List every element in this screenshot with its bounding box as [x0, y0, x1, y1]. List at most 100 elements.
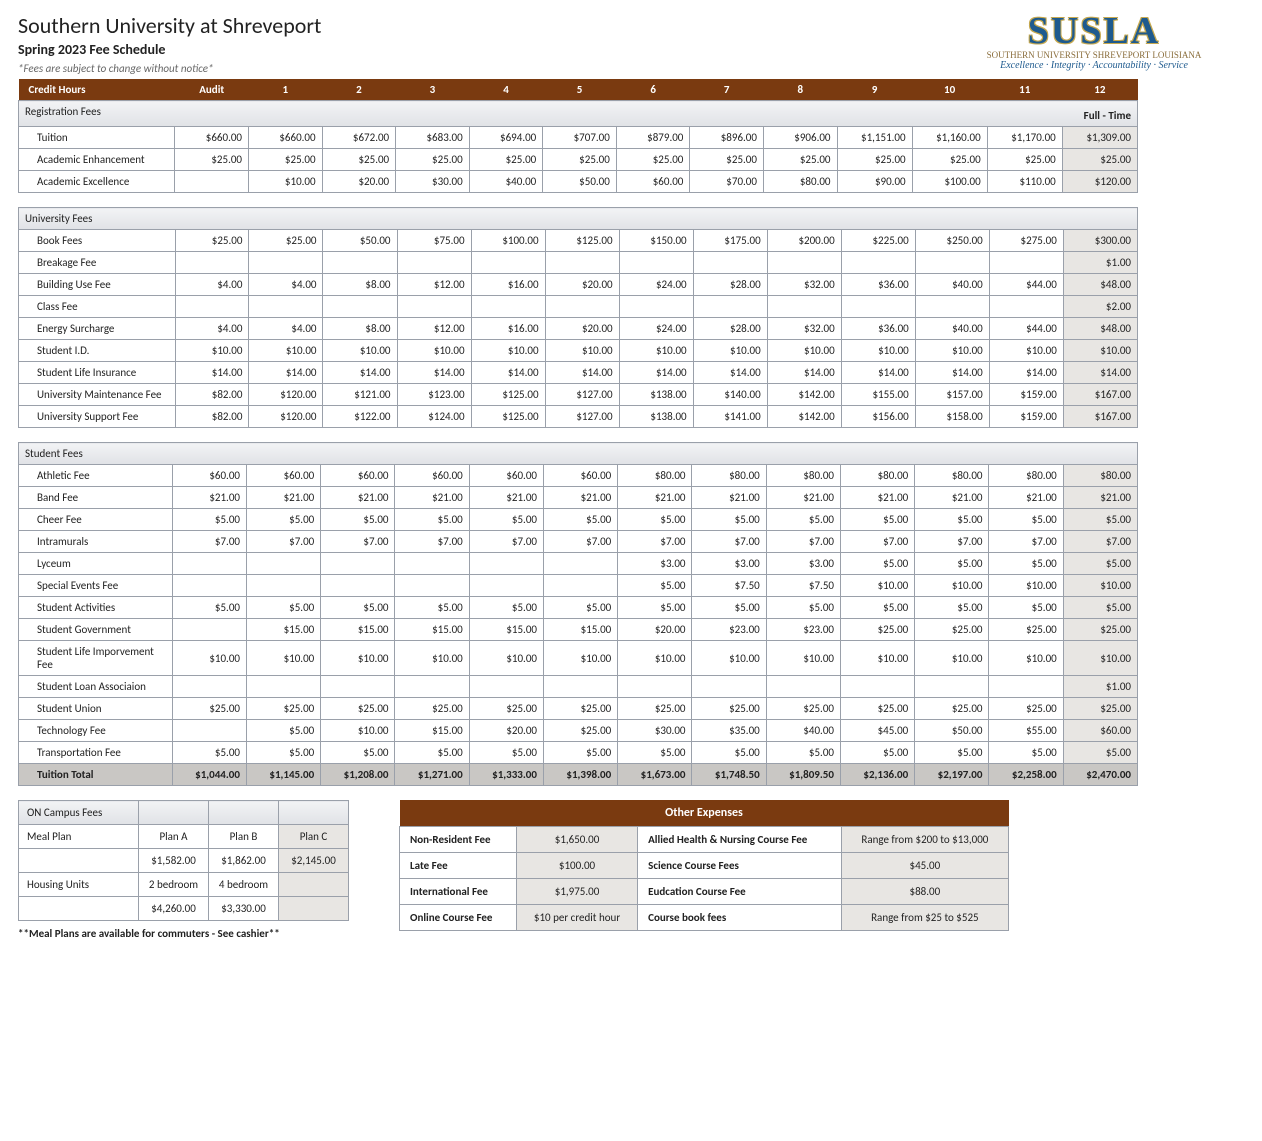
table-row: Special Events Fee$5.00$7.50$7.50$10.00$… [19, 575, 1138, 597]
row-label: Meal Plan [19, 825, 139, 849]
cell-value: $14.00 [767, 362, 841, 384]
cell-value: $40.00 [469, 171, 543, 193]
total-label: Tuition Total [19, 764, 173, 786]
cell-value: $25.00 [618, 698, 692, 720]
cell-value: $10.00 [618, 641, 692, 676]
cell-value [175, 171, 249, 193]
cell-value: $5.00 [915, 509, 989, 531]
cell-value: $35.00 [692, 720, 766, 742]
row-label: Energy Surcharge [19, 318, 176, 340]
cell-value: $7.00 [840, 531, 914, 553]
cell-value: $694.00 [469, 127, 543, 149]
table-row: Student Life Imporvement Fee$10.00$10.00… [19, 641, 1138, 676]
cell-value: $14.00 [471, 362, 545, 384]
cell-value: $21.00 [1063, 487, 1137, 509]
cell-value: $25.00 [989, 619, 1063, 641]
table-row: International Fee$1,975.00Eudcation Cour… [400, 879, 1009, 905]
expense-label: Non-Resident Fee [400, 827, 517, 853]
cell-value: $25.00 [543, 698, 617, 720]
cell-value: $7.50 [766, 575, 840, 597]
expense-value: $45.00 [841, 853, 1008, 879]
cell-value: $5.00 [766, 742, 840, 764]
cell-value [767, 296, 841, 318]
cell-value [619, 252, 693, 274]
row-label: Transportation Fee [19, 742, 173, 764]
expense-value: $10 per credit hour [516, 905, 637, 931]
cell-value: $5.00 [1063, 597, 1137, 619]
table-row: University Maintenance Fee$82.00$120.00$… [19, 384, 1138, 406]
cell-value: $14.00 [693, 362, 767, 384]
table-row: Meal PlanPlan APlan BPlan C [19, 825, 349, 849]
column-header: Audit [175, 79, 249, 101]
cell-value: $5.00 [766, 509, 840, 531]
cell-value [172, 676, 246, 698]
table-row: $4,260.00$3,330.00 [19, 897, 349, 921]
cell-value: $175.00 [693, 230, 767, 252]
cell-value: $5.00 [766, 597, 840, 619]
row-label [19, 897, 139, 921]
cell-value: $10.00 [841, 340, 915, 362]
cell-value [915, 676, 989, 698]
cell-value [469, 553, 543, 575]
row-label: Intramurals [19, 531, 173, 553]
expense-label: Course book fees [638, 905, 842, 931]
table-row: Technology Fee$5.00$10.00$15.00$20.00$25… [19, 720, 1138, 742]
section-header: University Fees [19, 208, 1138, 230]
cell-value: $125.00 [471, 406, 545, 428]
cell-value: $5.00 [1063, 509, 1137, 531]
cell-value: $45.00 [840, 720, 914, 742]
cell-value: $25.00 [912, 149, 987, 171]
cell-value: $896.00 [690, 127, 764, 149]
cell-value: $25.00 [322, 149, 396, 171]
cell-value: $21.00 [692, 487, 766, 509]
cell-value: $5.00 [246, 597, 320, 619]
cell-value: $5.00 [989, 553, 1063, 575]
cell-value: $16.00 [471, 318, 545, 340]
cell-value: $60.00 [543, 465, 617, 487]
cell-value: $5.00 [543, 742, 617, 764]
cell-value [543, 553, 617, 575]
cell-value: $5.00 [172, 597, 246, 619]
cell-value: $25.00 [690, 149, 764, 171]
cell-value [693, 252, 767, 274]
cell-value: $5.00 [840, 509, 914, 531]
cell-value: $82.00 [176, 406, 249, 428]
cell-value: $100.00 [471, 230, 545, 252]
cell-value: $158.00 [915, 406, 989, 428]
cell-value: $138.00 [619, 384, 693, 406]
column-header: 5 [543, 79, 617, 101]
title-block: Southern University at Shreveport Spring… [18, 12, 321, 79]
cell-value: $10.00 [246, 641, 320, 676]
cell-value: $55.00 [989, 720, 1063, 742]
cell-value: $138.00 [619, 406, 693, 428]
cell-value [543, 575, 617, 597]
cell-value: $3.00 [692, 553, 766, 575]
cell-value: $90.00 [837, 171, 912, 193]
cell-value: $5.00 [321, 597, 395, 619]
cell-value: $25.00 [246, 698, 320, 720]
cell-value: $25.00 [989, 698, 1063, 720]
cell-value [172, 720, 246, 742]
cell-value: $120.00 [249, 384, 323, 406]
cell-value: $30.00 [396, 171, 470, 193]
cell-value: $25.00 [837, 149, 912, 171]
total-value: $1,748.50 [692, 764, 766, 786]
cell-value: $5.00 [321, 509, 395, 531]
section-title: Registration FeesFull - Time [19, 101, 1138, 127]
cell-value: $1,151.00 [837, 127, 912, 149]
cell-value: $5.00 [989, 509, 1063, 531]
cell-value: $25.00 [543, 149, 617, 171]
cell-value: $12.00 [397, 318, 471, 340]
other-expenses-table: Other ExpensesNon-Resident Fee$1,650.00A… [399, 800, 1009, 931]
table-row: $1,582.00$1,862.00$2,145.00 [19, 849, 349, 873]
cell-value: $32.00 [767, 318, 841, 340]
cell-value: $25.00 [616, 149, 690, 171]
cell-value: $25.00 [766, 698, 840, 720]
cell-value: Plan C [279, 825, 349, 849]
column-header: 3 [396, 79, 470, 101]
column-header: 4 [469, 79, 543, 101]
cell-value: $7.00 [1063, 531, 1137, 553]
cell-value [841, 252, 915, 274]
cell-value: $7.00 [395, 531, 469, 553]
section-header: Registration FeesFull - Time [19, 101, 1138, 127]
